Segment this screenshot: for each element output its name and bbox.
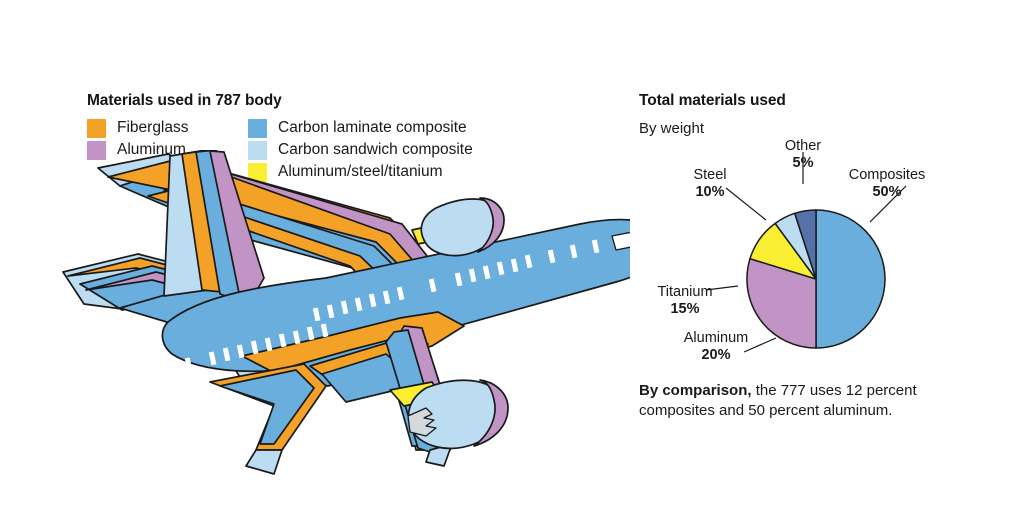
pie-slices <box>746 209 886 349</box>
pie-label-other: Other 5% <box>773 138 833 172</box>
fuselage-window-row-upper <box>312 244 578 322</box>
pie-label-other-value: 5% <box>792 155 814 172</box>
comparison-note: By comparison, the 777 uses 12 percent c… <box>639 381 959 421</box>
leader-line-titanium <box>705 285 739 291</box>
fuselage-body <box>161 218 630 373</box>
pie-label-steel: Steel 10% <box>678 167 742 201</box>
pie-slice-aluminum[interactable] <box>746 257 817 349</box>
materials-pie-chart <box>705 152 907 353</box>
legend-item-carbon-sandwich: Carbon sandwich composite <box>248 140 473 160</box>
pie-label-other-text: Other <box>784 138 822 154</box>
wing-lower-tip-sandwich <box>245 449 283 475</box>
pie-subtitle: By weight <box>639 120 705 137</box>
pie-label-titanium-value: 15% <box>670 301 700 318</box>
engine-upper-nacelle-rim <box>477 197 505 253</box>
pie-label-composites-text: Composites <box>848 167 926 183</box>
pie-label-steel-text: Steel <box>693 167 727 183</box>
legend-label-carbon-laminate: Carbon laminate composite <box>278 119 467 137</box>
legend-item-carbon-laminate: Carbon laminate composite <box>248 118 473 138</box>
legend-label-fiberglass: Fiberglass <box>117 119 189 137</box>
pie-label-aluminum: Aluminum 20% <box>674 330 758 364</box>
pie-label-aluminum-text: Aluminum <box>683 330 749 346</box>
legend-column-right: Carbon laminate composite Carbon sandwic… <box>248 118 473 184</box>
pie-leader-lines <box>705 152 907 353</box>
swatch-carbon-sandwich <box>248 140 267 160</box>
leader-line-steel <box>725 187 767 221</box>
pie-slice-composites[interactable] <box>815 209 886 349</box>
fuselage-window-single <box>591 239 600 254</box>
legend-item-alu-steel-titanium: Aluminum/steel/titanium <box>248 162 473 182</box>
pie-label-composites-value: 50% <box>872 184 902 201</box>
pie-slice-other[interactable] <box>793 209 817 280</box>
pie-label-aluminum-value: 20% <box>701 347 731 364</box>
leader-line-aluminum <box>743 337 777 353</box>
engine-lower-fan <box>407 407 437 437</box>
wing-lower-rear-laminate <box>219 369 315 445</box>
comparison-lead: By comparison, <box>639 382 752 399</box>
right-panel-title: Total materials used <box>639 92 786 109</box>
pie-label-steel-value: 10% <box>695 184 725 201</box>
leader-line-composites <box>869 185 907 223</box>
swatch-carbon-laminate <box>248 118 267 138</box>
swatch-aluminum <box>87 140 106 160</box>
legend-label-carbon-sandwich: Carbon sandwich composite <box>278 141 473 159</box>
pie-label-titanium: Titanium 15% <box>646 284 724 318</box>
comparison-rest: the 777 uses 12 percent composites and 5… <box>639 382 917 419</box>
pie-label-titanium-text: Titanium <box>657 284 713 300</box>
boeing-787-illustration <box>62 150 630 475</box>
fuselage-window-row-lower <box>184 323 329 372</box>
pie-label-composites: Composites 50% <box>832 167 942 201</box>
legend-label-alu-steel-titanium: Aluminum/steel/titanium <box>278 163 443 181</box>
swatch-fiberglass <box>87 118 106 138</box>
cockpit-window-left <box>611 231 630 251</box>
left-panel-title: Materials used in 787 body <box>87 92 282 109</box>
swatch-alu-steel-titanium <box>248 162 267 182</box>
legend-item-fiberglass: Fiberglass <box>87 118 189 138</box>
engine-lower-nacelle-rim <box>473 379 509 447</box>
